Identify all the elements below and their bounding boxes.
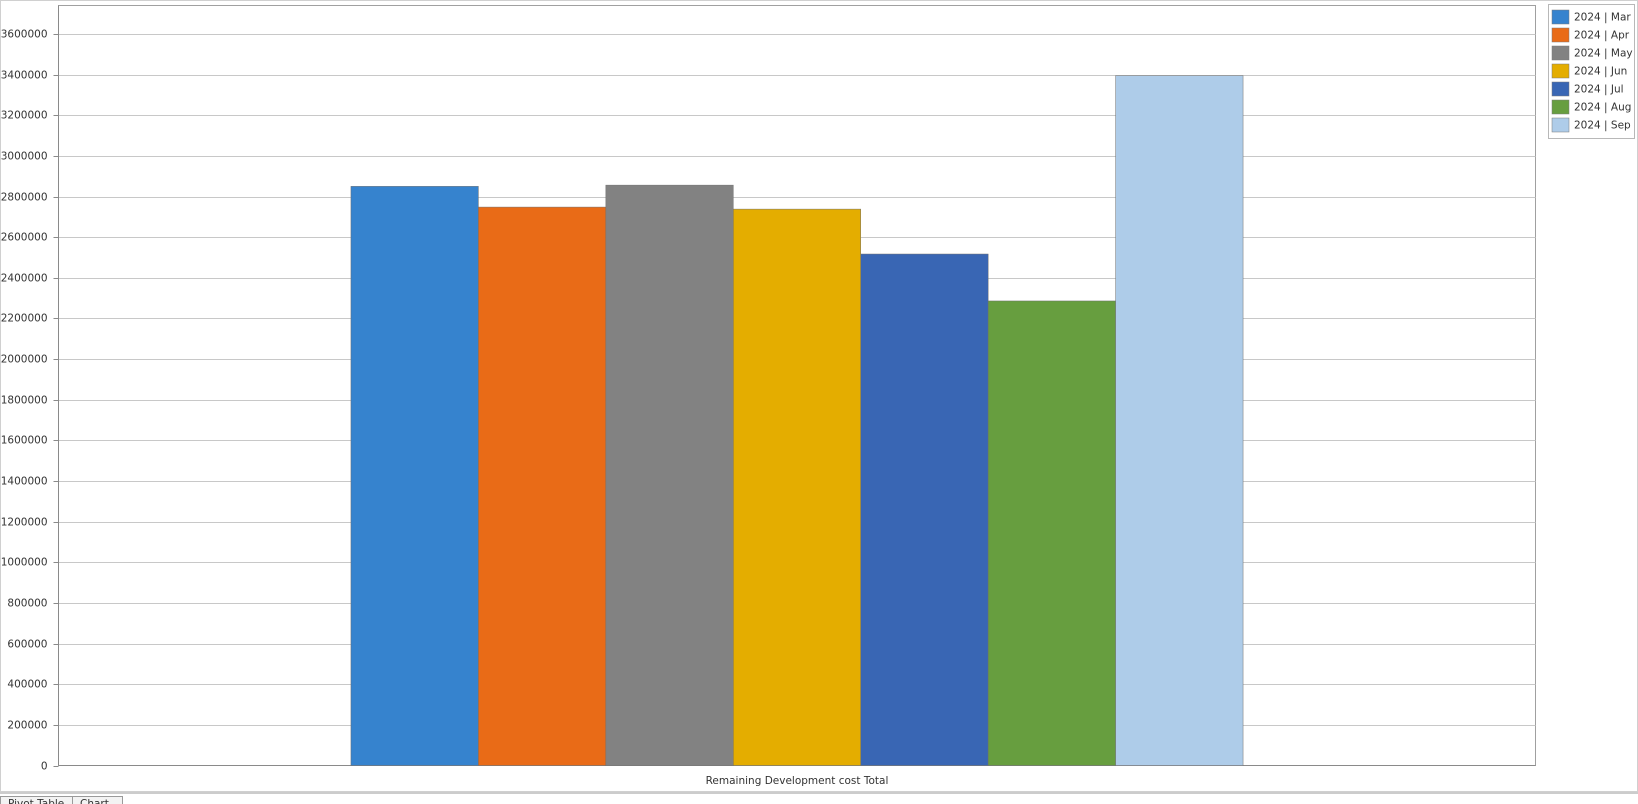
- y-tick-label: 200000: [7, 720, 47, 732]
- y-tick-label: 2800000: [1, 192, 48, 204]
- y-tick-label: 1200000: [1, 517, 48, 529]
- legend-swatch: [1551, 99, 1570, 115]
- tab-label[interactable]: Chart: [80, 798, 109, 804]
- y-tick-label: 2600000: [1, 232, 48, 244]
- legend-label: 2024 | May: [1574, 48, 1633, 60]
- legend-swatch: [1551, 9, 1570, 25]
- legend-swatch: [1551, 63, 1570, 79]
- legend-label: 2024 | Jul: [1574, 84, 1624, 96]
- tab[interactable]: [72, 796, 123, 804]
- y-tick-label: 2000000: [1, 354, 48, 366]
- y-tick-label: 1400000: [1, 476, 48, 488]
- legend-label: 2024 | Sep: [1574, 120, 1631, 132]
- legend-label: 2024 | Apr: [1574, 30, 1630, 42]
- legend-swatch: [1551, 117, 1570, 133]
- y-tick-label: 2400000: [1, 273, 48, 285]
- y-tick-label: 800000: [7, 598, 47, 610]
- y-tick-label: 1800000: [1, 395, 48, 407]
- bar: [733, 208, 861, 766]
- legend-swatch: [1551, 27, 1570, 43]
- legend-label: 2024 | Mar: [1574, 12, 1631, 24]
- bar: [605, 184, 734, 766]
- bar: [987, 300, 1116, 766]
- y-tick-label: 3600000: [1, 29, 48, 41]
- bar: [1115, 75, 1244, 766]
- bar: [478, 206, 607, 766]
- y-tick-label: 3400000: [1, 70, 48, 82]
- y-tick-label: 2200000: [1, 313, 48, 325]
- y-tick-label: 400000: [7, 679, 47, 691]
- tab-label[interactable]: Pivot Table: [8, 798, 64, 804]
- bar: [860, 253, 989, 766]
- y-tick-label: 1000000: [1, 557, 48, 569]
- tab-strip: Pivot Table Chart: [0, 796, 123, 804]
- y-tick-label: 600000: [7, 639, 47, 651]
- y-tick-label: 0: [41, 761, 48, 773]
- y-tick-label: 1600000: [1, 435, 48, 447]
- legend-label: 2024 | Aug: [1574, 102, 1631, 114]
- legend-swatch: [1551, 45, 1570, 61]
- bar: [350, 186, 479, 766]
- legend-swatch: [1551, 81, 1570, 97]
- legend-label: 2024 | Jun: [1574, 66, 1627, 78]
- x-axis-label: Remaining Development cost Total: [706, 775, 889, 787]
- y-tick-label: 3200000: [1, 110, 48, 122]
- y-tick-label: 3000000: [1, 151, 48, 163]
